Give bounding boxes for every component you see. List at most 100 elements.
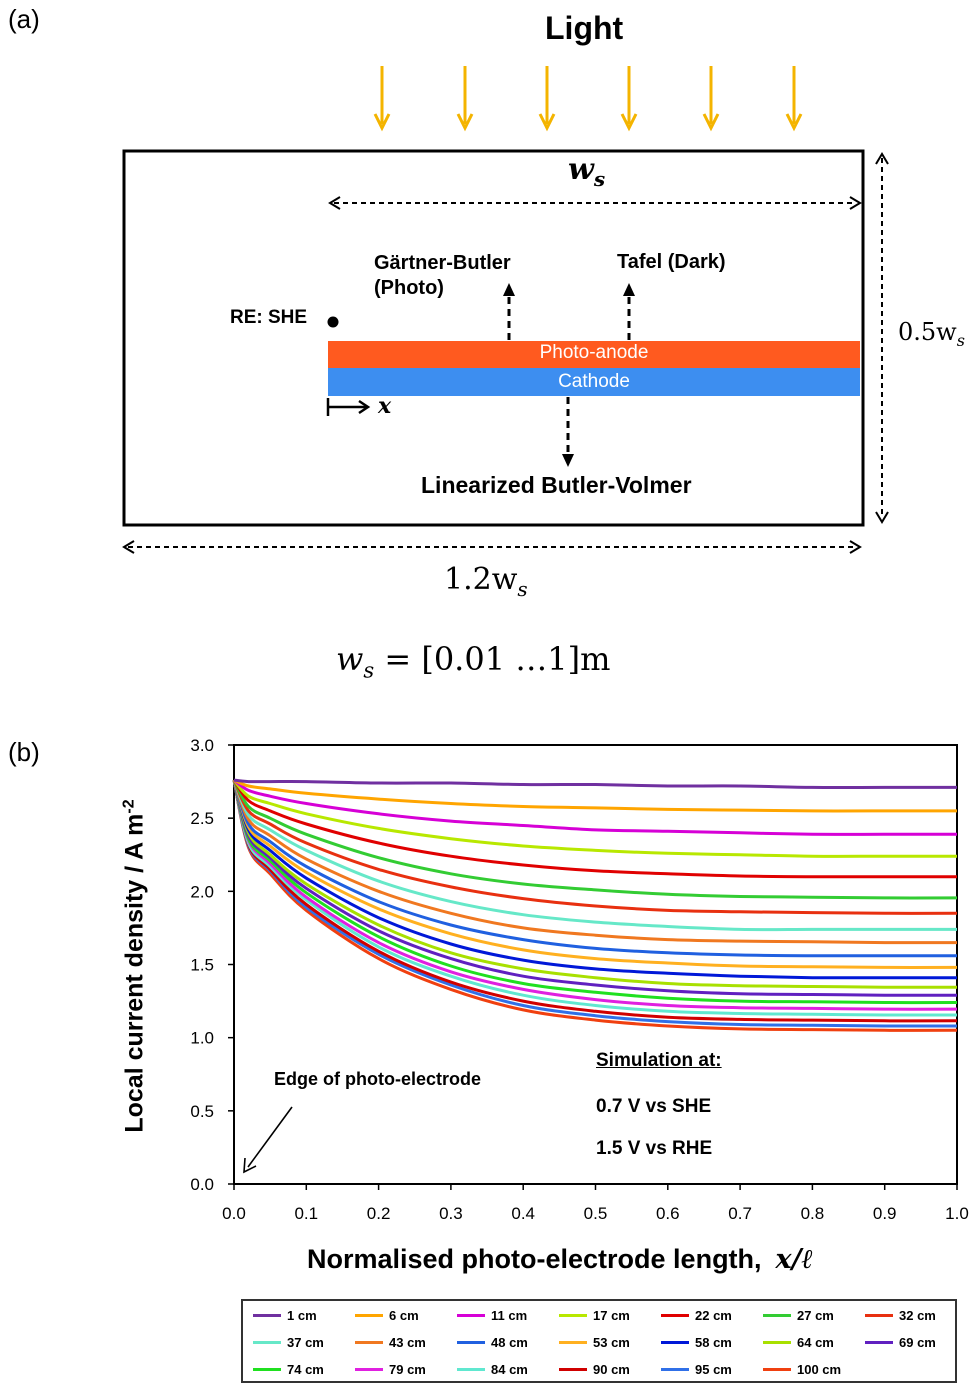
ws-label: ws [568, 152, 606, 191]
x-tick-label: 0.7 [728, 1204, 752, 1223]
width-label: 1.2ws [444, 562, 528, 601]
legend-label: 69 cm [899, 1334, 936, 1350]
x-axis-label: Normalised photo-electrode length, x/ℓ [307, 1244, 814, 1275]
legend-item: 1 cm [253, 1305, 317, 1325]
legend-item: 27 cm [763, 1305, 834, 1325]
simulation-line-2: 1.5 V vs RHE [596, 1138, 713, 1159]
series-line-1-cm [233, 778, 957, 790]
x-tick-label: 0.1 [294, 1204, 318, 1223]
legend-item: 17 cm [559, 1305, 630, 1325]
panel-b-label: (b) [8, 737, 40, 767]
legend-label: 22 cm [695, 1307, 732, 1323]
legend-swatch [253, 1340, 281, 1344]
legend-swatch [661, 1340, 689, 1344]
legend-item: 58 cm [661, 1332, 732, 1352]
series-line-84-cm [232, 779, 958, 1017]
edge-annotation-arrow [247, 1106, 293, 1168]
simulation-title: Simulation at: [596, 1050, 722, 1071]
edge-annotation: Edge of photo-electrode [274, 1069, 481, 1089]
series-line-64-cm [232, 779, 958, 989]
legend-item: 48 cm [457, 1332, 528, 1352]
x-tick-label: 0.2 [367, 1204, 391, 1223]
light-arrowhead-icon [620, 113, 638, 132]
legend-label: 48 cm [491, 1334, 528, 1350]
legend-swatch [865, 1340, 893, 1344]
series-line-43-cm [232, 779, 958, 945]
series-line-17-cm [232, 779, 957, 858]
legend-label: 53 cm [593, 1334, 630, 1350]
legend-label: 11 cm [491, 1307, 528, 1323]
cathode-label: Cathode [558, 371, 630, 392]
butler-volmer-label: Linearized Butler-Volmer [421, 472, 692, 498]
legend-item: 95 cm [661, 1359, 732, 1379]
series-line-48-cm [232, 779, 957, 958]
ws-range-equation: ws = [0.01 …1]m [336, 640, 611, 683]
x-tick-label: 0.3 [439, 1204, 463, 1223]
tafel-label: Tafel (Dark) [617, 251, 726, 273]
legend-label: 79 cm [389, 1361, 426, 1377]
series-line-37-cm [232, 779, 957, 932]
height-label: 0.5ws [898, 318, 965, 350]
series-line-69-cm [232, 779, 958, 997]
legend-item: 69 cm [865, 1332, 936, 1352]
series-line-90-cm [232, 779, 958, 1023]
legend-item: 37 cm [253, 1332, 324, 1352]
series-line-32-cm [232, 779, 958, 915]
simulation-line-1: 0.7 V vs SHE [596, 1096, 712, 1117]
legend-label: 37 cm [287, 1334, 324, 1350]
legend-item: 11 cm [457, 1305, 527, 1325]
legend-swatch [559, 1367, 587, 1371]
legend-swatch [763, 1340, 791, 1344]
y-tick-label: 0.5 [190, 1102, 214, 1121]
series-line-100-cm [232, 779, 958, 1032]
legend-swatch [253, 1367, 281, 1371]
legend-label: 1 cm [287, 1307, 317, 1323]
light-label: Light [545, 10, 624, 46]
legend-label: 27 cm [797, 1307, 834, 1323]
legend-label: 64 cm [797, 1334, 834, 1350]
legend-swatch [661, 1367, 689, 1371]
series-line-79-cm [232, 779, 958, 1011]
x-tick-label: 0.9 [873, 1204, 897, 1223]
legend-swatch [355, 1340, 383, 1344]
light-arrowhead-icon [456, 113, 474, 132]
light-arrowhead-icon [373, 113, 391, 132]
legend-label: 95 cm [695, 1361, 732, 1377]
legend-item: 22 cm [661, 1305, 732, 1325]
legend-swatch [355, 1367, 383, 1371]
light-arrows [373, 66, 803, 132]
series-line-58-cm [232, 779, 957, 980]
legend-swatch [865, 1313, 893, 1317]
chart-legend: 1 cm 6 cm 11 cm 17 cm 22 cm 27 cm 32 cm 37 cm 43… [241, 1299, 957, 1383]
x-tick-label: 1.0 [945, 1204, 969, 1223]
legend-label: 58 cm [695, 1334, 732, 1350]
x-tick-label: 0.4 [511, 1204, 535, 1223]
panel-a-label: (a) [8, 4, 40, 34]
legend-swatch [253, 1313, 281, 1317]
photoanode-layer [328, 341, 860, 368]
legend-label: 74 cm [287, 1361, 324, 1377]
series-line-95-cm [232, 779, 958, 1028]
photoanode-label: Photo-anode [539, 342, 649, 363]
legend-item: 90 cm [559, 1359, 630, 1379]
legend-label: 17 cm [593, 1307, 630, 1323]
y-tick-label: 2.5 [190, 809, 214, 828]
legend-item: 43 cm [355, 1332, 426, 1352]
series-line-27-cm [232, 779, 958, 900]
legend-label: 84 cm [491, 1361, 528, 1377]
y-tick-label: 3.0 [190, 736, 214, 755]
gartner-butler-label: Gärtner-Butler (Photo) [374, 252, 511, 299]
legend-swatch [763, 1367, 791, 1371]
cathode-layer [328, 368, 860, 396]
legend-label: 43 cm [389, 1334, 426, 1350]
series-line-11-cm [233, 778, 957, 836]
reference-electrode-dot [327, 316, 339, 328]
legend-swatch [559, 1340, 587, 1344]
x-coordinate-label: x [378, 393, 392, 419]
legend-label: 100 cm [797, 1361, 842, 1377]
legend-item: 100 cm [763, 1359, 841, 1379]
y-tick-label: 2.0 [190, 882, 214, 901]
legend-swatch [457, 1367, 485, 1371]
